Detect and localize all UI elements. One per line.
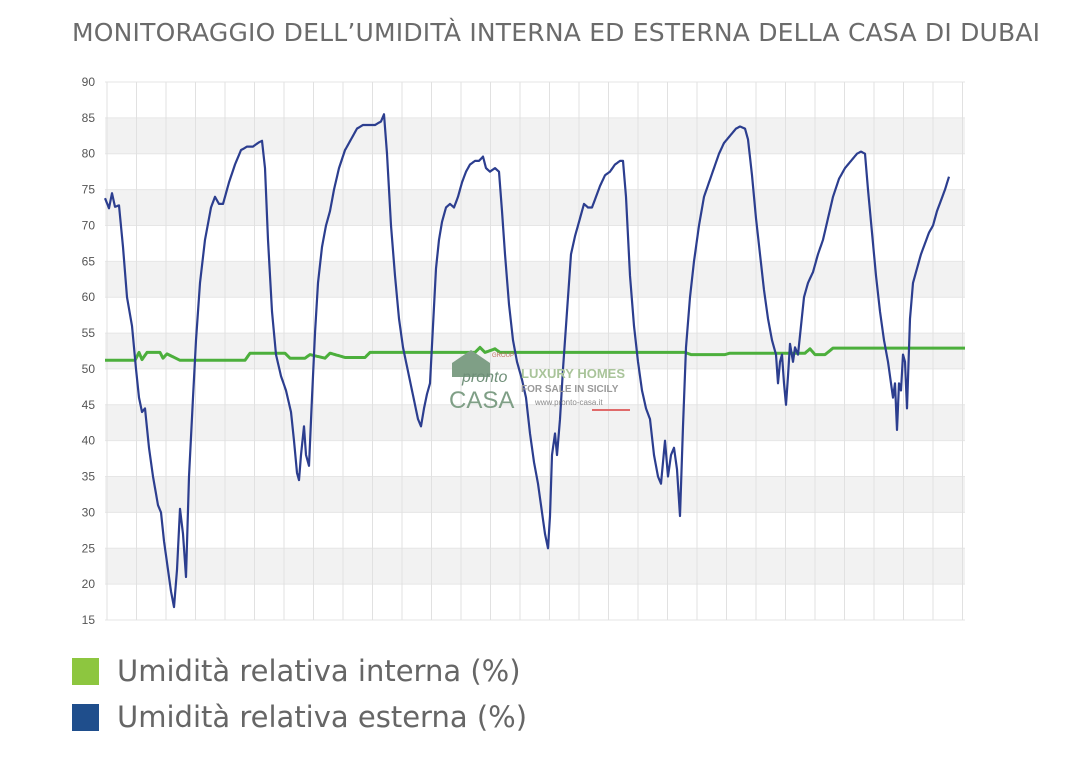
series-layer [103, 113, 966, 609]
grid-band [105, 584, 965, 620]
grid-band [105, 368, 965, 405]
legend-swatch-esterna [72, 703, 99, 731]
watermark-roof-icon [452, 350, 490, 363]
legend-label-esterna: Umidità relativa esterna (%) [117, 700, 528, 734]
series-line-interna [104, 345, 966, 362]
plot-bands [105, 81, 965, 621]
grid-band [105, 512, 965, 549]
grid-band [105, 261, 965, 298]
y-tick-label: 35 [82, 470, 96, 484]
grid-band [105, 82, 965, 118]
y-tick-label: 15 [82, 613, 96, 627]
y-tick-label: 50 [82, 362, 96, 376]
grid-band [105, 476, 965, 513]
grid-band [105, 225, 965, 262]
y-tick-label: 70 [82, 218, 96, 232]
y-tick-label: 25 [82, 541, 96, 555]
legend-item-esterna: Umidità relativa esterna (%) [72, 694, 527, 740]
y-tick-label: 30 [82, 505, 96, 519]
grid-band [105, 548, 965, 585]
y-tick-label: 40 [82, 434, 96, 448]
y-tick-label: 55 [82, 326, 96, 340]
grid-band [105, 117, 965, 154]
legend-swatch-interna [72, 657, 99, 685]
y-axis-ticks: 90 85 80 75 70 65 60 55 50 45 40 35 30 25 20 15 [82, 75, 96, 627]
grid-band [105, 153, 965, 190]
y-tick-label: 45 [82, 398, 96, 412]
watermark-group: GROUP [492, 353, 514, 359]
y-tick-label: 20 [82, 577, 96, 591]
watermark-line2: FOR SALE IN SICILY [521, 384, 619, 395]
y-tick-label: 65 [82, 254, 96, 268]
grid-band [105, 404, 965, 441]
watermark-pronto: pronto [461, 369, 507, 386]
watermark-url: www.pronto-casa.it [534, 398, 603, 407]
grid-band [105, 189, 965, 226]
y-tick-label: 85 [82, 111, 96, 125]
legend-item-interna: Umidità relativa interna (%) [72, 648, 527, 694]
grid-band [105, 297, 965, 334]
y-tick-label: 80 [82, 147, 96, 161]
y-tick-label: 75 [82, 183, 96, 197]
series-line-esterna [103, 113, 951, 609]
watermark-logo: GROUP pronto CASA LUXURY HOMES FOR SALE … [449, 350, 630, 414]
y-tick-label: 90 [82, 75, 96, 89]
chart-title: MONITORAGGIO DELL’UMIDITÀ INTERNA ED EST… [72, 18, 1041, 47]
legend: Umidità relativa interna (%) Umidità rel… [72, 648, 527, 740]
watermark-house-icon [452, 363, 490, 377]
watermark-line1: LUXURY HOMES [521, 366, 625, 381]
y-tick-label: 60 [82, 290, 96, 304]
legend-label-interna: Umidità relativa interna (%) [117, 654, 521, 688]
watermark-casa: CASA [449, 387, 514, 414]
